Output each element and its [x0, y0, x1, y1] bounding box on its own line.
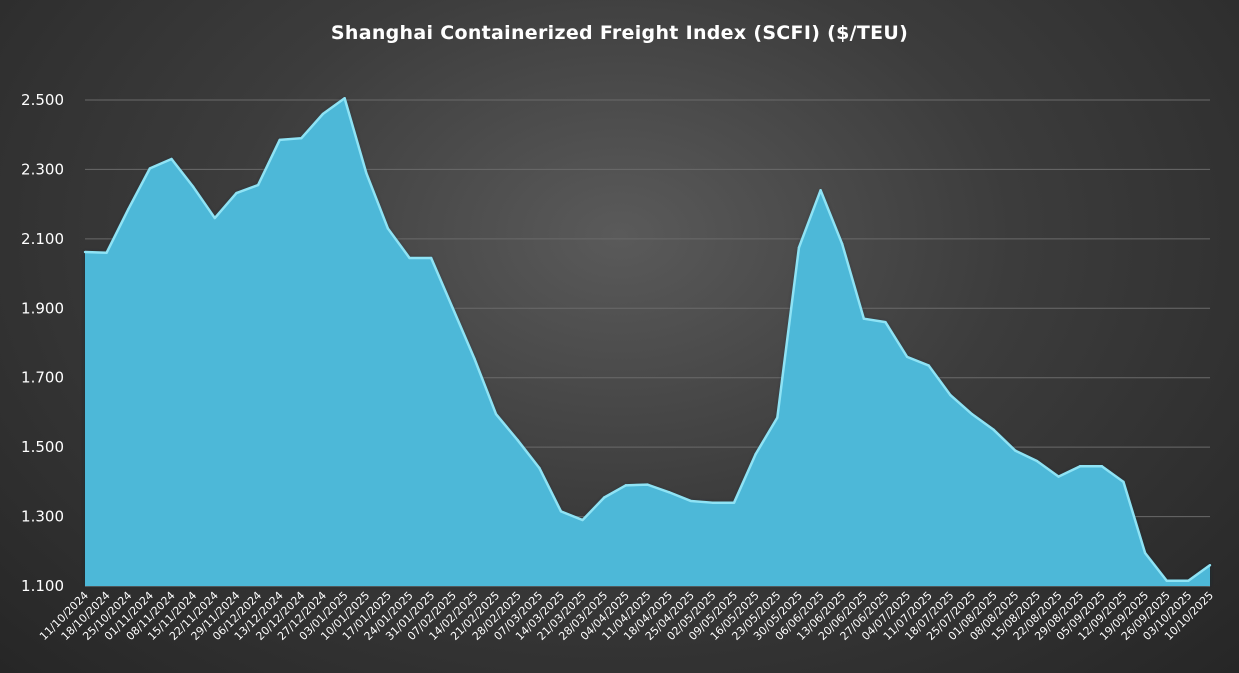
data-point: [1187, 579, 1190, 582]
data-point: [862, 317, 866, 320]
data-point: [559, 510, 563, 513]
y-tick-label: 1.500: [21, 438, 64, 456]
data-point: [819, 189, 822, 192]
series-area: [85, 98, 1210, 586]
data-point: [732, 501, 736, 504]
data-point: [667, 491, 671, 494]
y-axis: 1.100 1.300 1.500 1.700 1.900 2.100 2.300 2.500: [21, 91, 64, 595]
data-point: [127, 208, 130, 211]
data-point: [1143, 551, 1147, 555]
data-point: [970, 412, 974, 416]
y-tick-label: 1.900: [21, 299, 64, 317]
data-point: [776, 416, 779, 419]
data-point: [494, 412, 498, 416]
data-point: [170, 157, 173, 161]
data-point: [83, 250, 87, 254]
chart-title: Shanghai Containerized Freight Index (SC…: [330, 22, 909, 44]
data-point: [581, 518, 584, 522]
data-point: [927, 364, 930, 367]
data-point: [1035, 459, 1039, 463]
data-point: [516, 439, 519, 442]
data-point: [754, 452, 757, 456]
data-point: [1100, 465, 1104, 468]
data-point: [1122, 480, 1125, 484]
data-point: [1014, 449, 1017, 452]
data-point: [949, 393, 952, 397]
data-point: [797, 246, 801, 249]
data-point: [624, 484, 628, 487]
data-point: [473, 357, 476, 360]
data-point: [646, 483, 649, 486]
data-point: [300, 136, 303, 140]
data-point: [105, 251, 108, 254]
data-point: [256, 183, 260, 187]
data-point: [1165, 579, 1168, 582]
data-point: [1057, 475, 1060, 478]
data-point: [1208, 563, 1212, 567]
y-tick-label: 2.300: [21, 160, 64, 178]
data-point: [603, 496, 606, 499]
data-point: [235, 191, 238, 195]
data-point: [538, 466, 541, 470]
data-point: [992, 428, 995, 431]
data-point: [365, 171, 368, 175]
data-point: [408, 256, 411, 260]
data-point: [841, 242, 844, 246]
data-point: [191, 185, 195, 188]
data-point: [711, 501, 714, 504]
data-point: [321, 112, 325, 116]
data-point: [278, 138, 281, 142]
series-area-group: [83, 97, 1212, 586]
y-tick-label: 2.500: [21, 91, 64, 109]
data-point: [451, 307, 454, 310]
data-point: [213, 216, 217, 220]
y-tick-label: 1.300: [21, 508, 64, 526]
y-tick-label: 1.100: [21, 577, 64, 595]
y-tick-label: 2.100: [21, 230, 64, 248]
data-point: [343, 97, 346, 100]
data-point: [148, 167, 152, 170]
data-point: [884, 320, 887, 324]
y-tick-label: 1.700: [21, 369, 64, 387]
x-axis: 11/10/202418/10/202425/10/202401/11/2024…: [37, 589, 1216, 643]
data-point: [905, 355, 909, 359]
data-point: [429, 256, 433, 260]
data-point: [689, 499, 692, 503]
data-point: [386, 227, 390, 230]
data-point: [1078, 465, 1082, 468]
